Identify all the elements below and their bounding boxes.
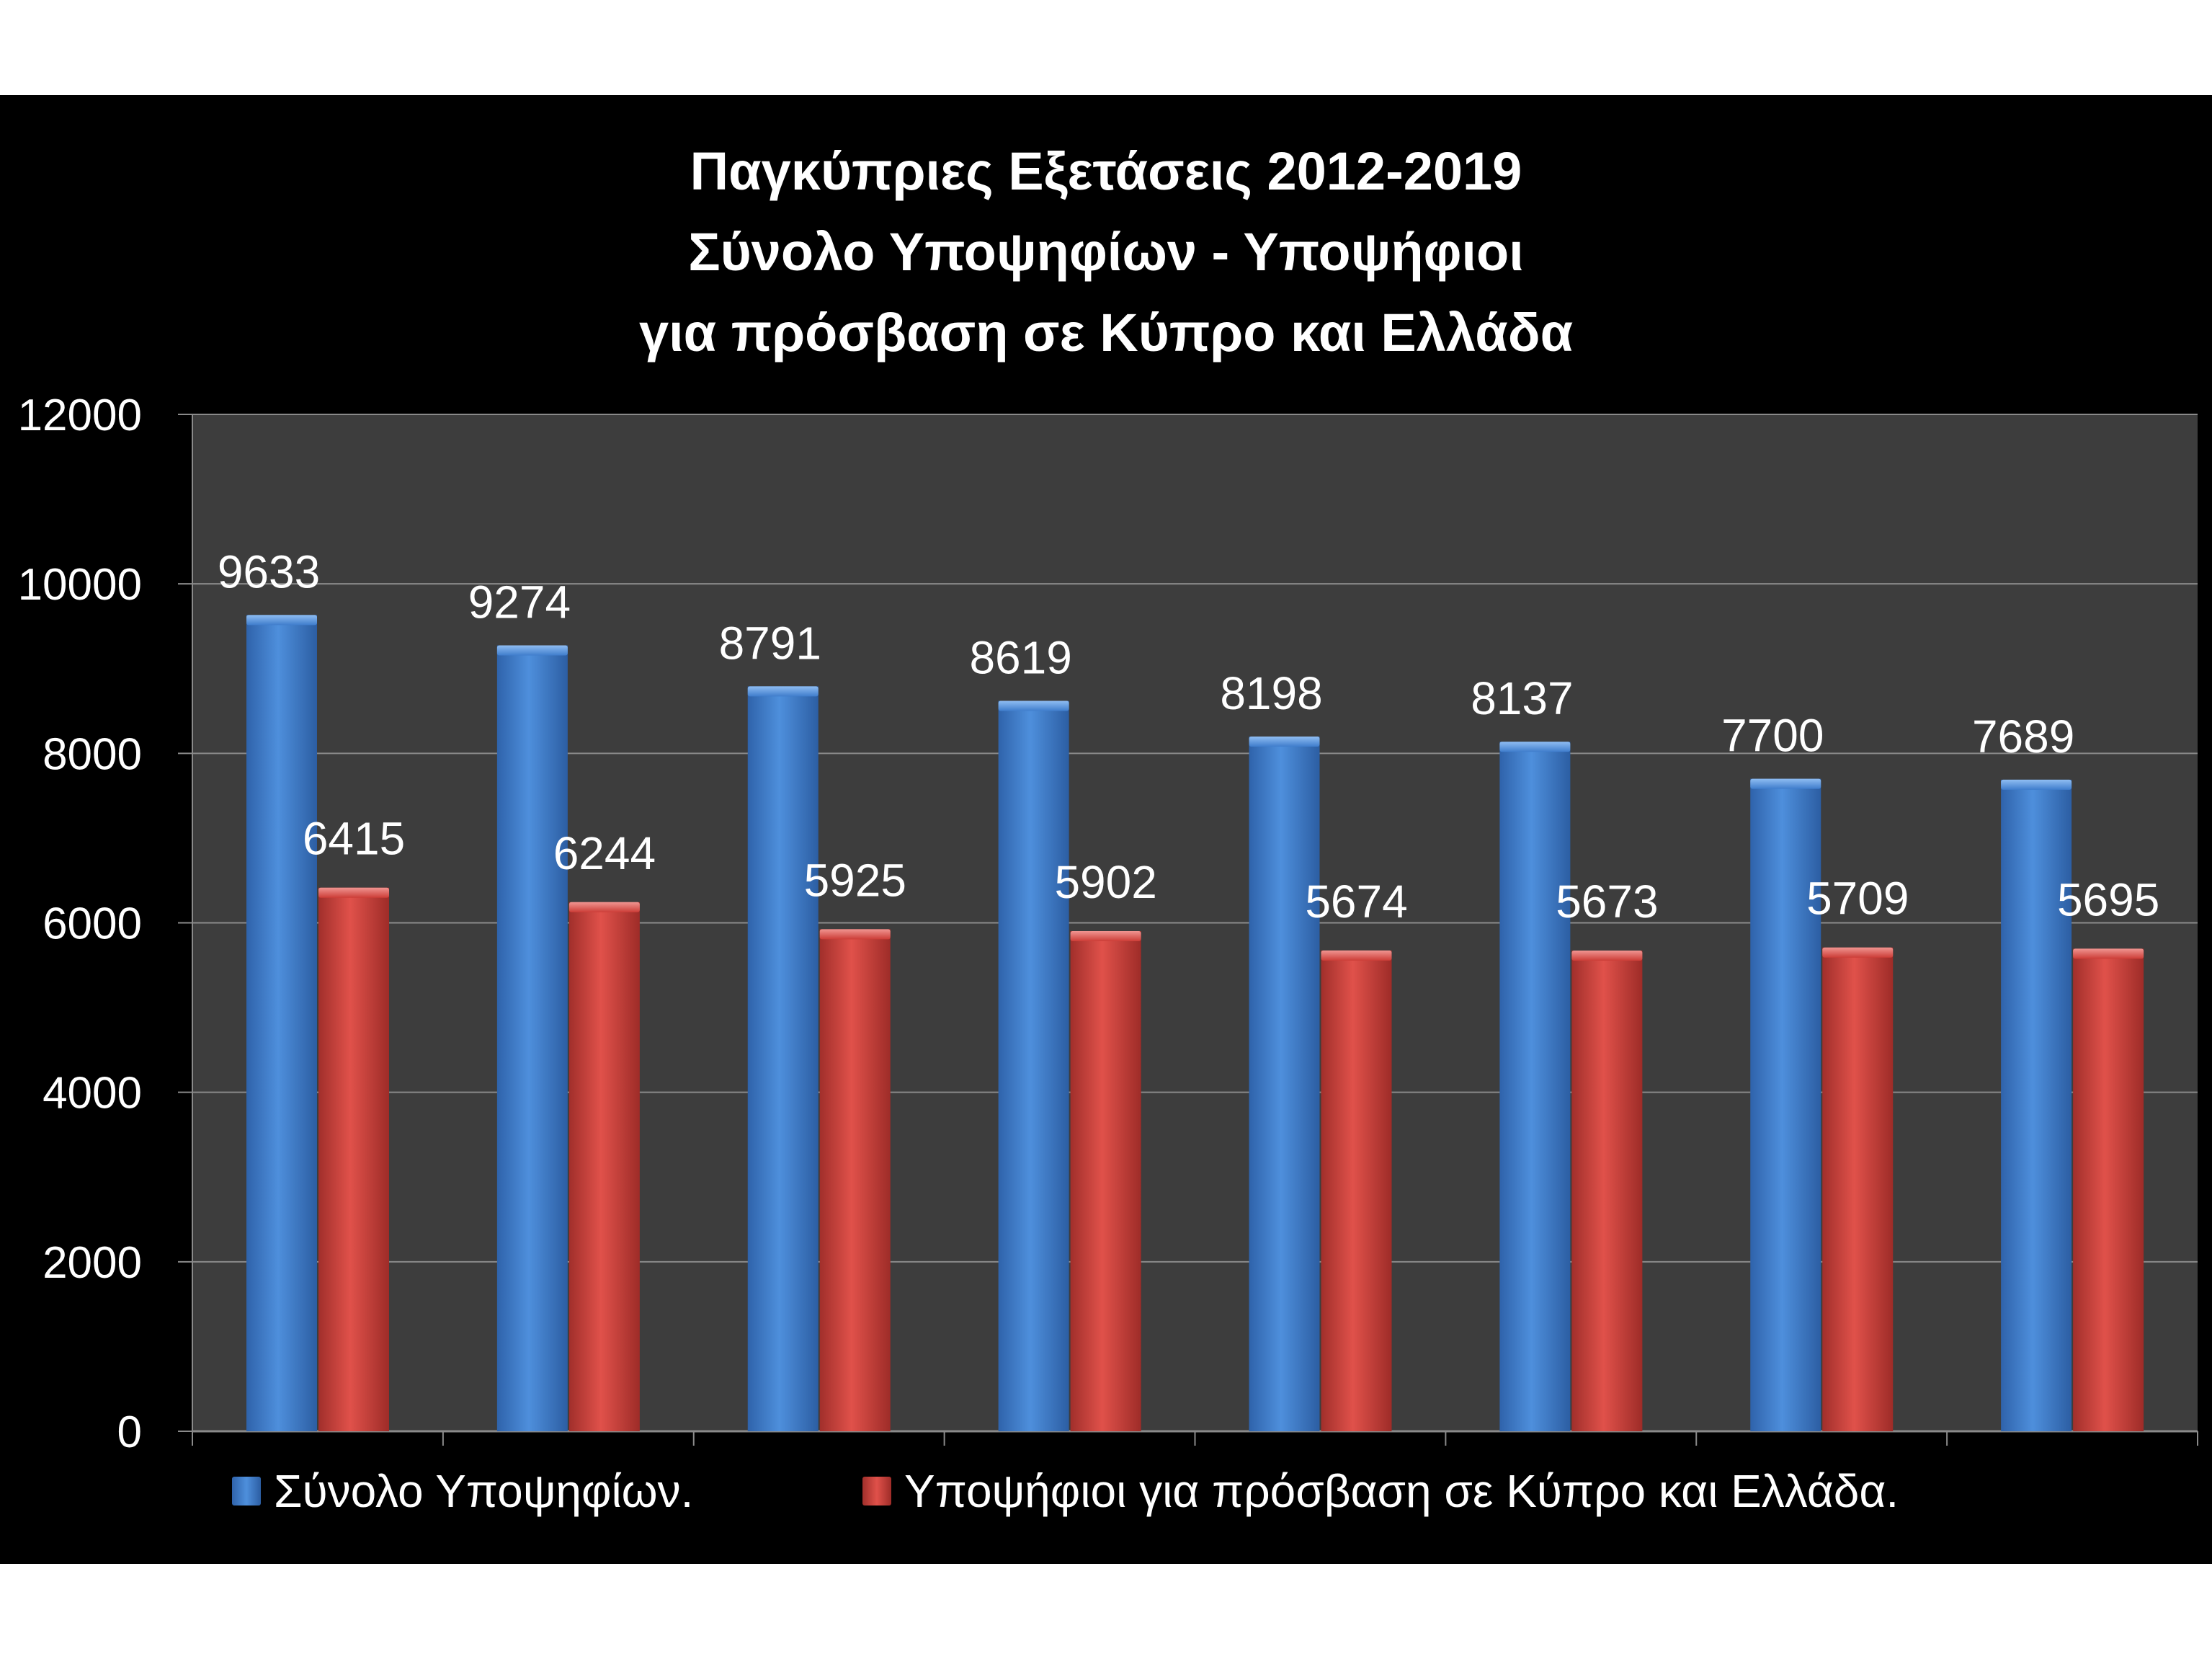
bar-top-bevel (747, 686, 819, 697)
bar-top-bevel (318, 887, 389, 898)
data-label-series-access: 5695 (2057, 873, 2159, 925)
bar-top-bevel (1249, 737, 1320, 747)
bar-top-bevel (1321, 950, 1392, 961)
data-label-series-total: 7689 (1972, 711, 2074, 762)
bar-series-access (1321, 950, 1392, 1431)
bar-top-bevel (246, 615, 317, 626)
data-label-series-access: 5925 (804, 854, 906, 906)
legend-item-total: Σύνολο Υποψηφίων. (232, 1464, 693, 1518)
bar-top-bevel (998, 700, 1069, 711)
bar-top-bevel (1070, 931, 1141, 942)
legend: Σύνολο Υποψηφίων. Υποψήφιοι για πρόσβαση… (0, 1464, 2212, 1536)
y-tick-label: 4000 (43, 1069, 142, 1118)
chart-panel: Παγκύπριες Εξετάσεις 2012-2019 Σύνολο Υπ… (0, 95, 2212, 1564)
bar-top-bevel (1750, 778, 1821, 789)
bar-top-bevel (819, 929, 891, 940)
legend-swatch-blue (232, 1477, 261, 1505)
legend-label-access: Υποψήφιοι για πρόσβαση σε Κύπρο και Ελλά… (904, 1465, 1899, 1517)
bar-top-bevel (1499, 742, 1571, 752)
bar-series-access (2073, 948, 2144, 1431)
data-label-series-total: 8137 (1471, 672, 1573, 724)
axes: 0200040006000800010000120002012201320142… (18, 391, 2198, 1457)
data-label-series-total: 8791 (719, 617, 821, 669)
bar-series-total (2001, 779, 2072, 1431)
data-label-series-access: 5674 (1305, 876, 1407, 928)
bar-series-total (1249, 737, 1320, 1431)
bar-series-access (1070, 931, 1141, 1431)
bar-series-total (998, 700, 1069, 1431)
chart-title-line-1: Παγκύπριες Εξετάσεις 2012-2019 (690, 141, 1522, 201)
data-labels: 9633 6415 9274 6244 8791 5925 8619 5902 8198 5674… (218, 546, 2160, 928)
bar-top-bevel (1571, 950, 1643, 961)
data-label-series-access: 5673 (1556, 876, 1658, 928)
y-tick-label: 12000 (18, 391, 142, 440)
bar-series-total (747, 686, 819, 1431)
data-label-series-total: 8198 (1220, 667, 1322, 719)
bar-series-access (819, 929, 891, 1431)
data-label-series-access: 6415 (303, 813, 405, 865)
chart-title: Παγκύπριες Εξετάσεις 2012-2019 Σύνολο Υπ… (0, 131, 2212, 373)
bar-series-total (1499, 742, 1571, 1431)
bars (246, 615, 2144, 1431)
bar-top-bevel (496, 645, 568, 656)
bar-series-access (1571, 950, 1643, 1431)
legend-item-access: Υποψήφιοι για πρόσβαση σε Κύπρο και Ελλά… (862, 1464, 1899, 1518)
data-label-series-total: 7700 (1721, 710, 1824, 762)
bar-series-access (568, 902, 640, 1431)
y-tick-label: 8000 (43, 729, 142, 779)
data-label-series-access: 6244 (553, 827, 656, 879)
bar-top-bevel (2073, 948, 2144, 959)
legend-label-total: Σύνολο Υποψηφίων. (274, 1465, 694, 1517)
bar-top-bevel (1822, 947, 1894, 958)
y-tick-label: 0 (117, 1407, 142, 1457)
bar-series-access (1822, 947, 1894, 1431)
data-label-series-access: 5709 (1806, 873, 1909, 925)
legend-swatch-red (862, 1477, 891, 1505)
data-label-series-total: 8619 (969, 632, 1071, 684)
bar-series-access (318, 887, 389, 1431)
bar-series-total (1750, 778, 1821, 1431)
bar-top-bevel (568, 902, 640, 912)
chart-title-line-2: Σύνολο Υποψηφίων - Υποψήφιοι (688, 222, 1524, 282)
y-tick-label: 2000 (43, 1238, 142, 1288)
y-tick-label: 6000 (43, 899, 142, 949)
bar-series-total (496, 645, 568, 1431)
data-label-series-total: 9274 (468, 577, 571, 628)
bar-series-total (246, 615, 317, 1431)
chart-title-line-3: για πρόσβαση σε Κύπρο και Ελλάδα (638, 303, 1574, 363)
y-tick-label: 10000 (18, 560, 142, 610)
bar-top-bevel (2001, 779, 2072, 790)
data-label-series-access: 5902 (1054, 856, 1156, 908)
data-label-series-total: 9633 (218, 546, 320, 597)
bar-chart: 0200040006000800010000120002012201320142… (18, 391, 2198, 1457)
